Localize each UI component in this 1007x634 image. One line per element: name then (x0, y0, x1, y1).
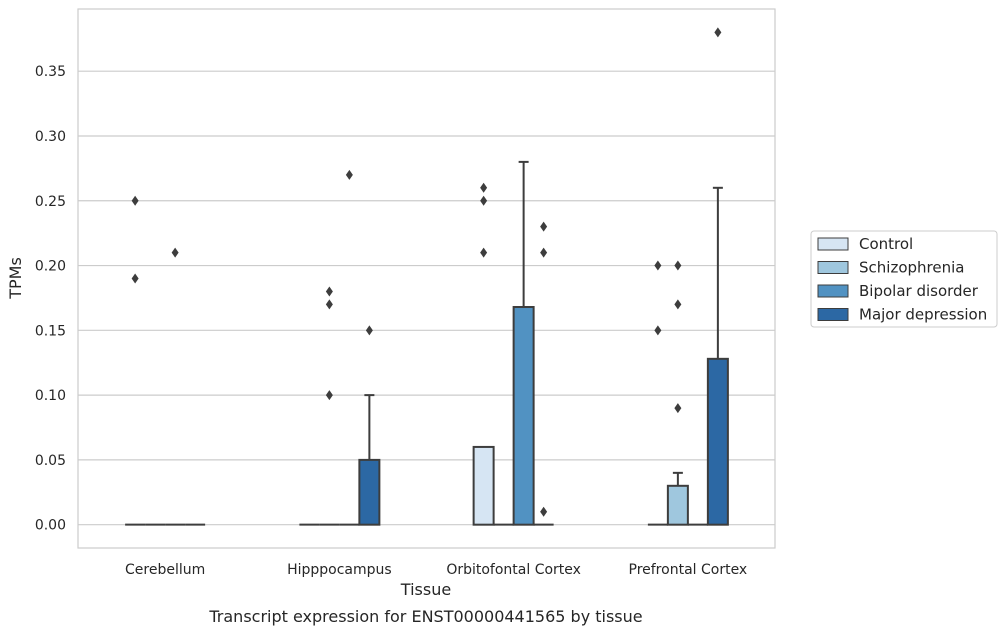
x-tick-label: Orbitofontal Cortex (446, 562, 581, 578)
y-tick-label: 0.05 (35, 453, 66, 469)
outlier-point (654, 260, 662, 271)
legend-label: Control (859, 235, 913, 253)
gridlines (78, 70, 775, 526)
outlier-point (345, 169, 353, 180)
outlier-point (714, 27, 722, 38)
x-tick-labels: Cerebellum Hipppocampus Orbitofontal Corte… (125, 562, 747, 578)
y-tick-label: 0.30 (35, 129, 66, 145)
legend-label: Schizophrenia (859, 259, 964, 277)
y-axis-label: TPMs (6, 257, 25, 300)
outlier-point (540, 506, 548, 517)
legend-frame (810, 230, 998, 328)
x-tick-label: Cerebellum (125, 562, 205, 578)
legend-swatch (817, 284, 849, 298)
outlier-point (674, 299, 682, 310)
outlier-point (480, 195, 488, 206)
y-tick-label: 0.35 (35, 64, 66, 80)
legend-swatch (817, 308, 849, 321)
bar (706, 357, 729, 526)
chart-caption: Transcript expression for ENST0000044156… (208, 607, 642, 626)
outlier-point (674, 260, 682, 271)
outlier-point (540, 247, 548, 258)
outlier-point (325, 390, 333, 401)
legend-swatch (817, 261, 849, 274)
y-tick-label: 0.20 (35, 259, 66, 275)
plot-frame (77, 8, 776, 549)
outlier-point (674, 403, 682, 414)
y-tick-label: 0.15 (35, 323, 66, 339)
outlier-point (480, 247, 488, 258)
outlier-point (131, 195, 139, 206)
legend-label: Bipolar disorder (859, 282, 979, 300)
bar (472, 445, 495, 526)
outlier-point (480, 182, 488, 193)
x-tick-label: Prefrontal Cortex (629, 562, 748, 578)
y-tick-label: 0.25 (35, 194, 66, 210)
x-tick-label: Hipppocampus (287, 562, 392, 578)
legend: Control Schizophrenia Bipolar disorder Majo… (810, 230, 998, 328)
bar (358, 458, 381, 526)
y-tick-label: 0.10 (35, 388, 66, 404)
legend-label: Major depression (859, 306, 987, 324)
x-axis-label: Tissue (400, 580, 451, 599)
outlier-point (131, 273, 139, 284)
y-tick-labels: 0.00 0.05 0.10 0.15 0.20 0.25 0.30 0.35 (35, 64, 66, 533)
bar (512, 306, 535, 526)
outlier-point (540, 221, 548, 232)
outlier-point (171, 247, 179, 258)
bar (666, 484, 689, 526)
legend-swatch (817, 237, 849, 251)
outlier-point (325, 299, 333, 310)
outlier-point (365, 325, 373, 336)
plot-marks (125, 27, 729, 526)
outlier-point (654, 325, 662, 336)
outlier-point (325, 286, 333, 297)
y-tick-label: 0.00 (35, 518, 66, 534)
